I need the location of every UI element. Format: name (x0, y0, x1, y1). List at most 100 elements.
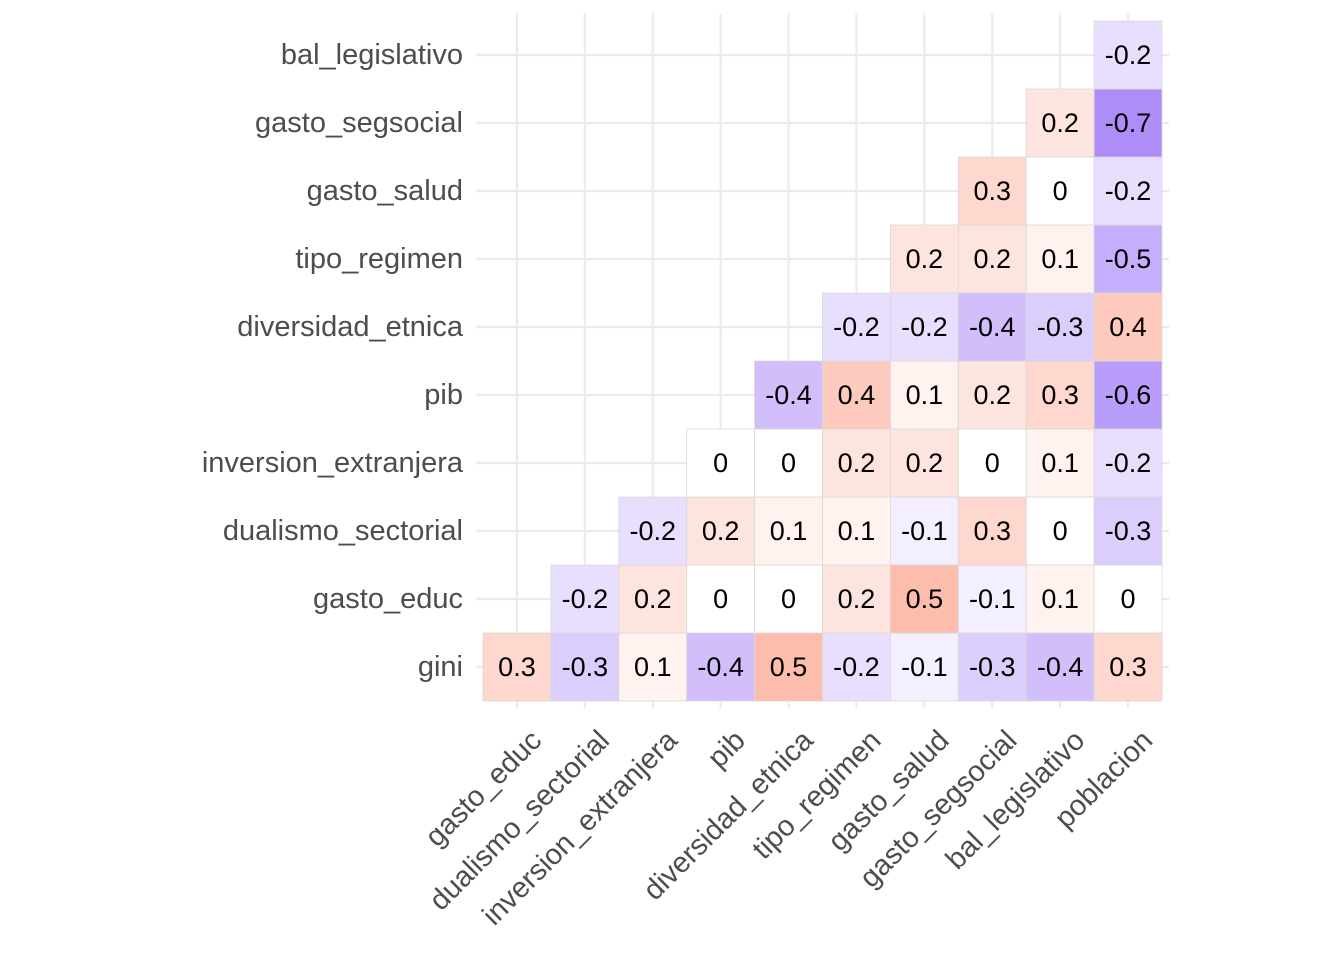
y-tick-label: gasto_educ (313, 583, 463, 615)
heatmap-cell (1025, 224, 1095, 294)
cell-value-label: 0.2 (838, 448, 876, 478)
cell-value-label: 0 (1121, 584, 1136, 614)
heatmap-cell (1025, 632, 1095, 702)
heatmap-cell (1025, 292, 1095, 362)
cell-value-label: -0.4 (765, 380, 812, 410)
cell-value-label: 0.2 (906, 448, 944, 478)
heatmap-cell (1025, 428, 1095, 498)
cell-value-label: 0.3 (973, 176, 1011, 206)
heatmap-cell (686, 428, 756, 498)
cell-value-label: -0.4 (969, 312, 1016, 342)
heatmap-cell (890, 292, 959, 362)
cell-value-label: -0.3 (562, 652, 609, 682)
heatmap-cell (1025, 156, 1095, 226)
heatmap-cell (822, 496, 891, 566)
cell-value-label: 0 (1053, 176, 1068, 206)
cell-value-label: 0.4 (1109, 312, 1147, 342)
cell-value-label: -0.2 (629, 516, 676, 546)
cell-value-label: 0 (713, 448, 728, 478)
heatmap-cell (890, 496, 959, 566)
heatmap-cell (754, 496, 823, 566)
cell-value-label: 0.1 (906, 380, 944, 410)
heatmap-cell (957, 224, 1027, 294)
heatmap-cell (957, 428, 1027, 498)
cell-value-label: 0.3 (1041, 380, 1079, 410)
cell-value-label: -0.4 (697, 652, 744, 682)
y-tick-label: pib (424, 379, 463, 411)
cell-value-label: 0.2 (702, 516, 740, 546)
cell-value-label: 0 (985, 448, 1000, 478)
cell-value-label: 0.2 (973, 380, 1011, 410)
cell-value-label: -0.3 (969, 652, 1016, 682)
cell-value-label: 0.2 (838, 584, 876, 614)
cell-value-label: -0.2 (1105, 40, 1152, 70)
y-tick-label: inversion_extranjera (202, 447, 464, 479)
heatmap-cell (482, 632, 552, 702)
cell-value-label: -0.1 (901, 652, 948, 682)
cell-value-label: 0 (781, 448, 796, 478)
cell-value-label: -0.2 (833, 312, 880, 342)
heatmap-cell (1093, 20, 1163, 90)
heatmap-cell (686, 564, 756, 634)
y-tick-label: dualismo_sectorial (223, 515, 463, 547)
cell-value-label: 0.5 (770, 652, 808, 682)
heatmap-cell (686, 496, 756, 566)
x-tick-label: pib (702, 724, 752, 774)
cell-value-label: 0 (713, 584, 728, 614)
heatmap-cell (618, 496, 688, 566)
heatmap-cell (754, 360, 823, 430)
cell-value-label: 0.1 (634, 652, 672, 682)
y-tick-label: gasto_segsocial (255, 107, 463, 139)
cell-value-label: 0.1 (1041, 244, 1079, 274)
cell-value-label: -0.2 (901, 312, 948, 342)
y-tick-label: gini (418, 651, 463, 683)
heatmap-cell (890, 632, 959, 702)
heatmap-cell (1025, 360, 1095, 430)
heatmap-cells: 0.3 -0.3 0.1 -0.4 0.5 -0.2 -0.1 -0.3 -0.4 0.3 -0.2… (482, 20, 1163, 702)
cell-value-label: 0.2 (906, 244, 944, 274)
heatmap-cell (890, 564, 959, 634)
cell-value-label: 0.5 (906, 584, 944, 614)
cell-value-label: 0.2 (1041, 108, 1079, 138)
cell-value-label: 0.3 (973, 516, 1011, 546)
heatmap-cell (957, 360, 1027, 430)
cell-value-label: 0 (781, 584, 796, 614)
cell-value-label: -0.5 (1105, 244, 1152, 274)
y-tick-label: gasto_salud (307, 175, 463, 207)
heatmap-cell (1093, 428, 1163, 498)
cell-value-label: -0.2 (1105, 448, 1152, 478)
cell-value-label: -0.1 (901, 516, 948, 546)
heatmap-cell (1093, 360, 1163, 430)
heatmap-cell (822, 360, 891, 430)
heatmap-cell (754, 564, 823, 634)
y-tick-label: diversidad_etnica (237, 311, 464, 343)
cell-value-label: -0.2 (562, 584, 609, 614)
cell-value-label: -0.2 (1105, 176, 1152, 206)
heatmap-cell (754, 632, 823, 702)
cell-value-label: 0.3 (1109, 652, 1147, 682)
cell-value-label: 0.3 (498, 652, 536, 682)
cell-value-label: 0.2 (973, 244, 1011, 274)
heatmap-cell (754, 428, 823, 498)
cell-value-label: -0.4 (1037, 652, 1084, 682)
y-axis-labels: gini gasto_educ dualismo_sectorial inversio… (202, 39, 464, 683)
cell-value-label: -0.3 (1105, 516, 1152, 546)
heatmap-cell (957, 632, 1027, 702)
cell-value-label: 0.1 (1041, 584, 1079, 614)
cell-value-label: 0.2 (634, 584, 672, 614)
y-tick-label: bal_legislativo (281, 39, 463, 71)
heatmap-cell (890, 428, 959, 498)
cell-value-label: 0.4 (838, 380, 876, 410)
cell-value-label: 0 (1053, 516, 1068, 546)
heatmap-cell (1093, 88, 1163, 158)
cell-value-label: -0.1 (969, 584, 1016, 614)
heatmap-cell (890, 224, 959, 294)
cell-value-label: 0.1 (1041, 448, 1079, 478)
heatmap-cell (1093, 224, 1163, 294)
heatmap-cell (618, 632, 688, 702)
heatmap-cell (1093, 564, 1163, 634)
cell-value-label: -0.2 (833, 652, 880, 682)
heatmap-cell (1093, 292, 1163, 362)
heatmap-cell (1025, 496, 1095, 566)
heatmap-cell (1093, 632, 1163, 702)
